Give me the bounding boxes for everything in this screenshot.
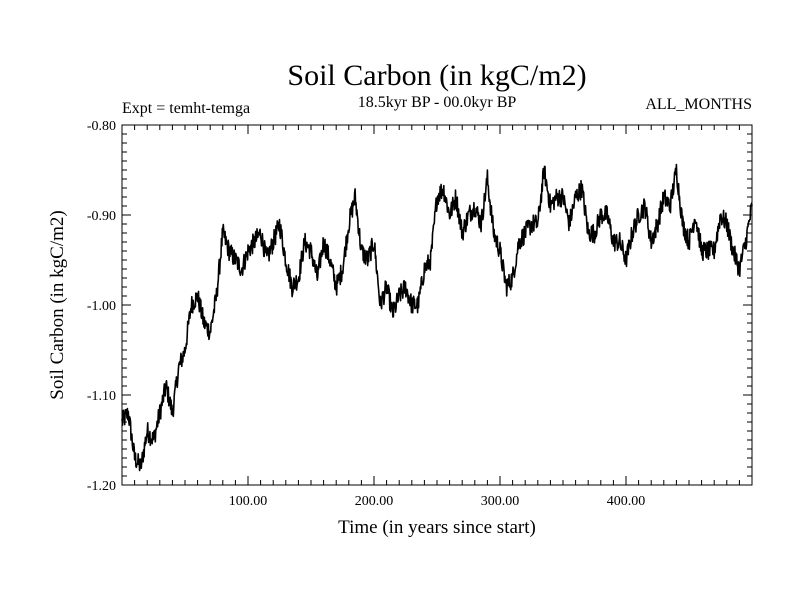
chart-title: Soil Carbon (in kgC/m2) bbox=[287, 59, 586, 92]
y-tick-label: -1.20 bbox=[87, 479, 116, 494]
x-axis: 100.00 200.00 300.00 400.00 bbox=[134, 125, 740, 509]
x-tick-label: 400.00 bbox=[607, 494, 646, 509]
series-line bbox=[121, 163, 753, 472]
y-tick-label: -0.80 bbox=[87, 119, 116, 134]
subtitle-center: 18.5kyr BP - 00.0kyr BP bbox=[358, 94, 517, 111]
y-axis-label: Soil Carbon (in kgC/m2) bbox=[47, 210, 68, 399]
x-tick-label: 200.00 bbox=[355, 494, 394, 509]
y-tick-label: -1.10 bbox=[87, 389, 116, 404]
subtitle-left: Expt = temht-temga bbox=[122, 100, 250, 117]
y-tick-label: -1.00 bbox=[87, 299, 116, 314]
plot-frame bbox=[121, 124, 753, 486]
subtitle-right: ALL_MONTHS bbox=[645, 96, 752, 113]
x-tick-label: 300.00 bbox=[481, 494, 520, 509]
y-tick-label: -0.90 bbox=[87, 209, 116, 224]
x-axis-label: Time (in years since start) bbox=[338, 517, 536, 538]
y-axis: -1.20 -1.10 -1.00 -0.90 -0.80 bbox=[87, 119, 752, 494]
x-tick-label: 100.00 bbox=[229, 494, 268, 509]
